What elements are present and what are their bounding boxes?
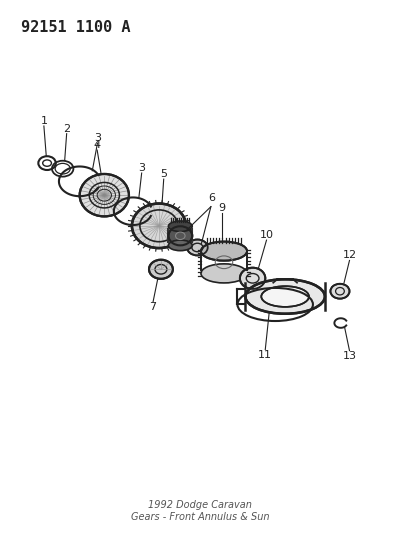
Ellipse shape [168, 240, 192, 251]
Text: 11: 11 [258, 350, 272, 360]
Text: 12: 12 [342, 251, 356, 261]
Ellipse shape [80, 174, 129, 216]
Text: 13: 13 [342, 351, 356, 361]
Ellipse shape [132, 204, 186, 248]
Ellipse shape [261, 286, 309, 307]
Ellipse shape [168, 221, 192, 231]
Ellipse shape [330, 284, 350, 298]
Text: 4: 4 [94, 140, 101, 150]
Text: 2: 2 [63, 124, 70, 134]
Ellipse shape [187, 239, 208, 255]
Text: 9: 9 [218, 204, 226, 214]
Text: 3: 3 [94, 133, 101, 143]
Text: 1992 Dodge Caravan
Gears - Front Annulus & Sun: 1992 Dodge Caravan Gears - Front Annulus… [131, 500, 269, 522]
Ellipse shape [246, 279, 325, 314]
Text: 10: 10 [260, 230, 274, 240]
Ellipse shape [149, 260, 173, 279]
Ellipse shape [201, 264, 247, 283]
Text: 92151 1100 A: 92151 1100 A [21, 20, 131, 35]
Text: 7: 7 [150, 302, 156, 312]
Ellipse shape [201, 241, 247, 261]
Text: 3: 3 [138, 163, 145, 173]
Text: 6: 6 [208, 193, 215, 203]
Ellipse shape [240, 268, 265, 289]
Ellipse shape [168, 227, 192, 245]
Text: 5: 5 [160, 169, 167, 179]
Text: 1: 1 [40, 116, 47, 126]
